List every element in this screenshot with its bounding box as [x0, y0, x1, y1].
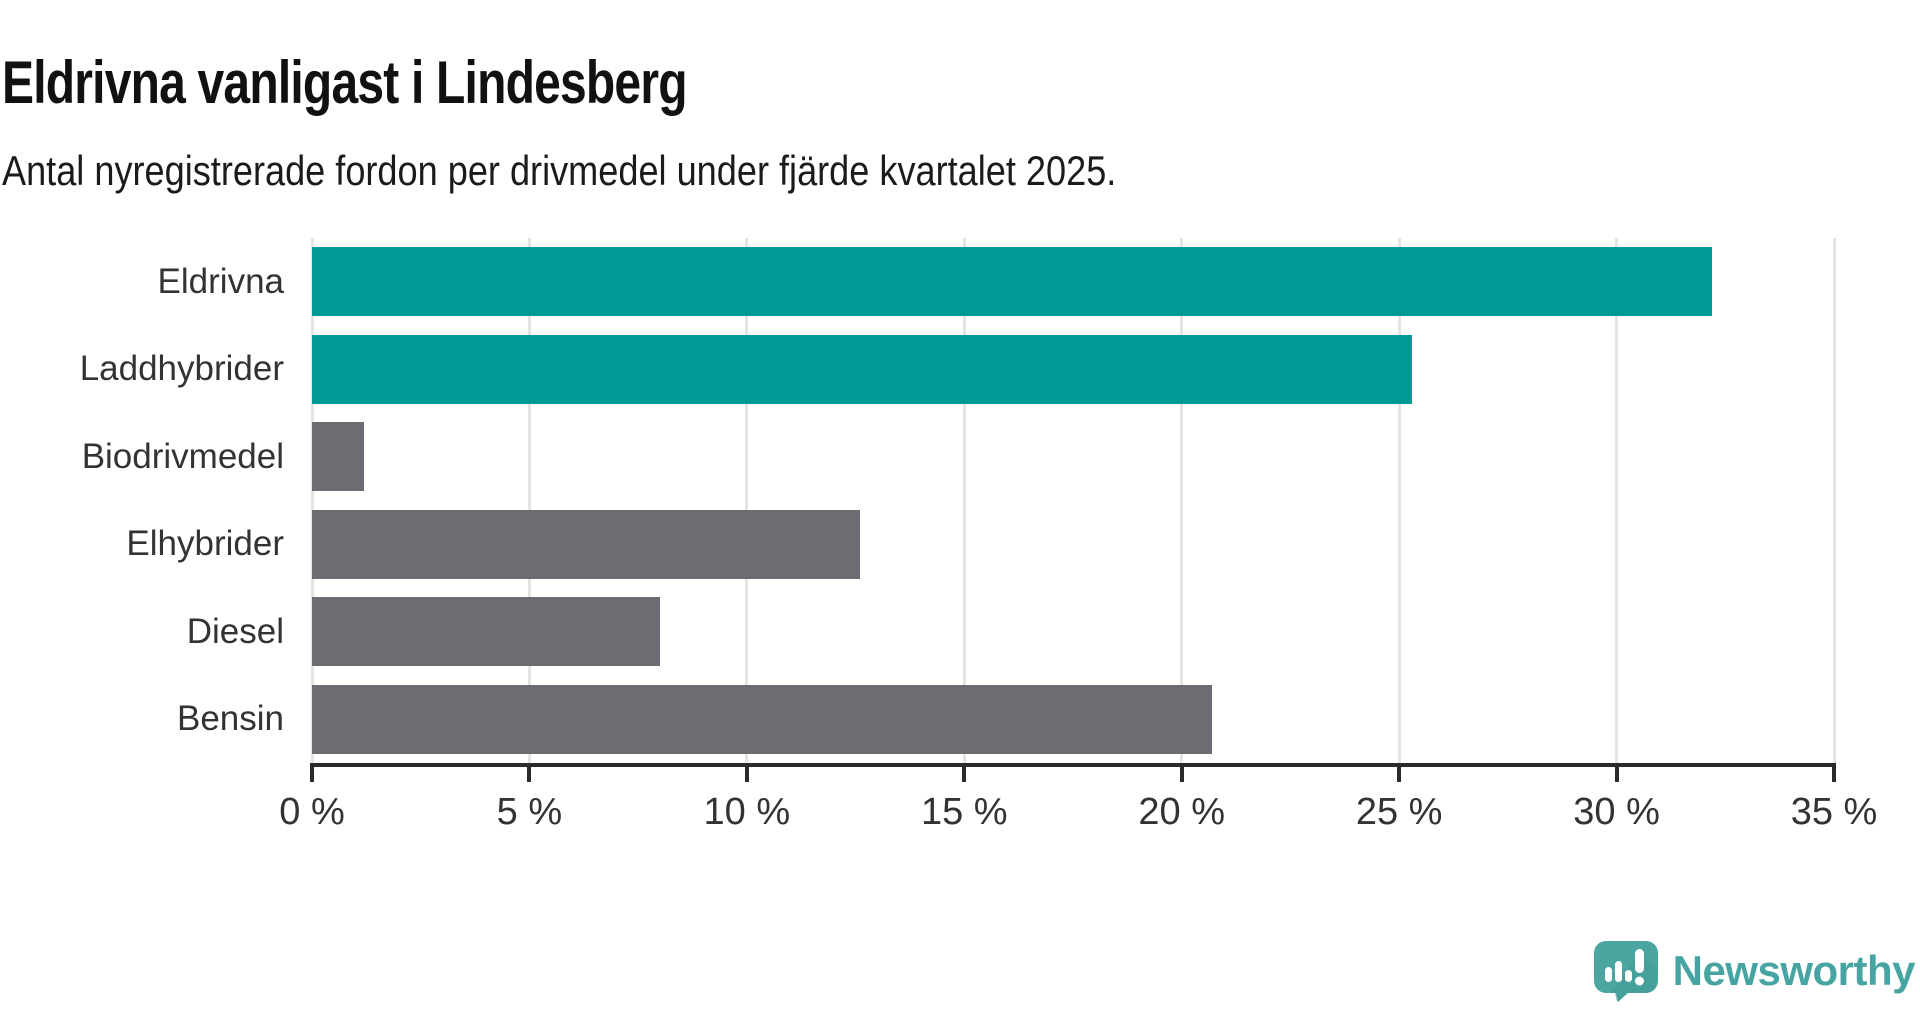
newsworthy-logo: Newsworthy: [1593, 940, 1916, 1002]
x-tick-label: 10 %: [703, 790, 791, 833]
category-label: Eldrivna: [157, 261, 284, 301]
gridline: [962, 238, 966, 763]
x-tick-label: 15 %: [920, 790, 1008, 833]
gridline: [1615, 238, 1619, 763]
category-label: Biodrivmedel: [81, 436, 284, 476]
category-label: Diesel: [186, 611, 284, 651]
chart-subtitle: Antal nyregistrerade fordon per drivmede…: [2, 147, 1117, 194]
x-tick-label: 5 %: [496, 790, 563, 833]
x-tick: [1179, 767, 1184, 782]
category-label: Elhybrider: [126, 524, 284, 564]
bar-bensin: [312, 684, 1213, 754]
gridline: [1180, 238, 1184, 763]
x-tick: [310, 767, 314, 782]
gridline: [745, 238, 749, 763]
bar-biodrivmedel: [312, 422, 365, 492]
gridline: [310, 238, 314, 763]
x-tick: [1397, 767, 1402, 782]
x-axis-line: [310, 763, 1836, 767]
x-tick-label: 20 %: [1138, 790, 1226, 833]
x-tick: [744, 767, 749, 782]
bar-eldrivna: [312, 247, 1713, 317]
x-tick: [527, 767, 532, 782]
gridline: [1397, 238, 1401, 763]
chart-title: Eldrivna vanligast i Lindesberg: [2, 48, 688, 116]
bar-elhybrider: [312, 509, 860, 579]
newsworthy-wordmark: Newsworthy: [1672, 947, 1916, 994]
x-tick-label: 30 %: [1573, 790, 1660, 833]
gridline: [1832, 238, 1836, 763]
x-tick: [962, 767, 967, 782]
x-tick: [1832, 767, 1836, 782]
x-tick-label: 0 %: [279, 790, 345, 833]
category-label: Laddhybrider: [79, 349, 284, 389]
gridline: [527, 238, 531, 763]
x-tick-label: 35 %: [1790, 790, 1878, 833]
x-tick-label: 25 %: [1355, 790, 1443, 833]
x-tick: [1614, 767, 1619, 782]
bar-laddhybrider: [312, 334, 1413, 404]
bar-diesel: [312, 597, 660, 667]
newsworthy-speech-bubble-chart-icon: [1593, 941, 1658, 1002]
category-label: Bensin: [176, 699, 284, 739]
plot-area: [310, 238, 1836, 763]
